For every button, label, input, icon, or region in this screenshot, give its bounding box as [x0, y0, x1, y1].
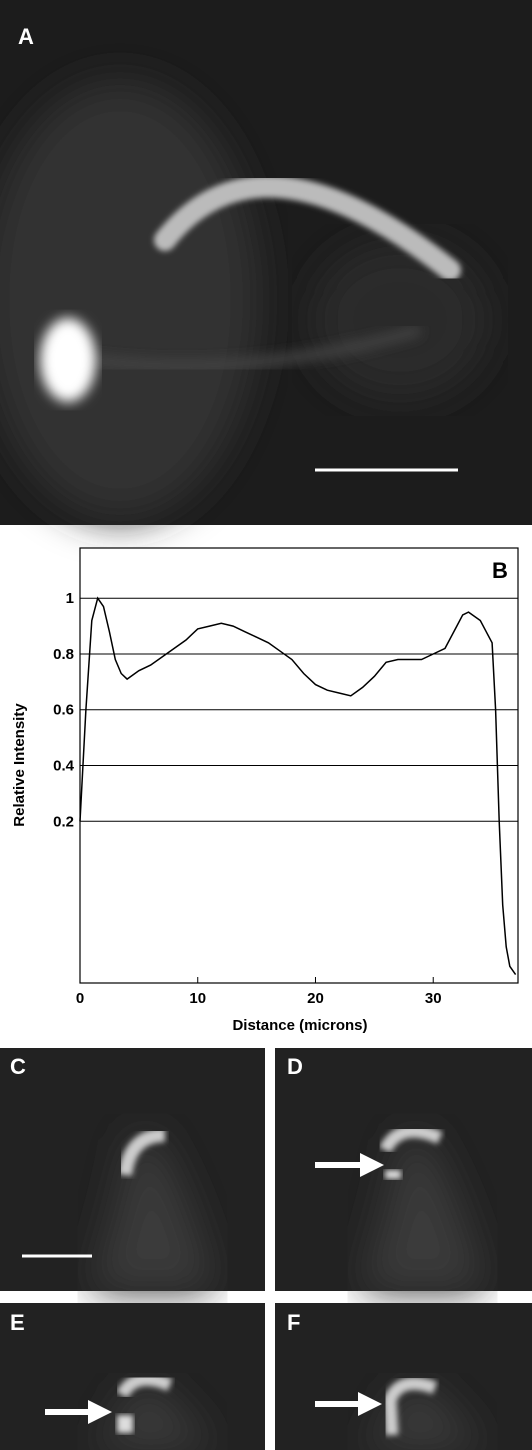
panel-e: E: [0, 1303, 265, 1450]
y-tick-label: 0.2: [53, 813, 74, 830]
chart: B Distance (microns) Relative Intensity …: [11, 547, 519, 1034]
x-tick-label: 10: [189, 990, 206, 1007]
x-tick-label: 20: [307, 990, 324, 1007]
y-tick-label: 1: [66, 590, 74, 607]
panel-a: A: [0, 0, 532, 525]
panel-f: F: [275, 1303, 532, 1450]
x-tick-label: 0: [76, 990, 84, 1007]
panel-d: D: [275, 1048, 532, 1291]
panel-label: D: [287, 1054, 303, 1079]
y-tick-label: 0.8: [53, 646, 74, 663]
panel-label: C: [10, 1054, 26, 1079]
y-axis-title: Relative Intensity: [11, 703, 28, 827]
data-line: [79, 596, 517, 976]
y-tick-label: 0.4: [53, 758, 75, 775]
panel-c: C: [0, 1048, 265, 1291]
panel-label: A: [18, 24, 34, 49]
panel-label: E: [10, 1310, 25, 1335]
x-axis-title: Distance (microns): [232, 1017, 367, 1034]
panel-label: F: [287, 1310, 300, 1335]
x-tick-label: 30: [425, 990, 442, 1007]
y-tick-label: 0.6: [53, 702, 74, 719]
panel-label: B: [492, 558, 508, 583]
